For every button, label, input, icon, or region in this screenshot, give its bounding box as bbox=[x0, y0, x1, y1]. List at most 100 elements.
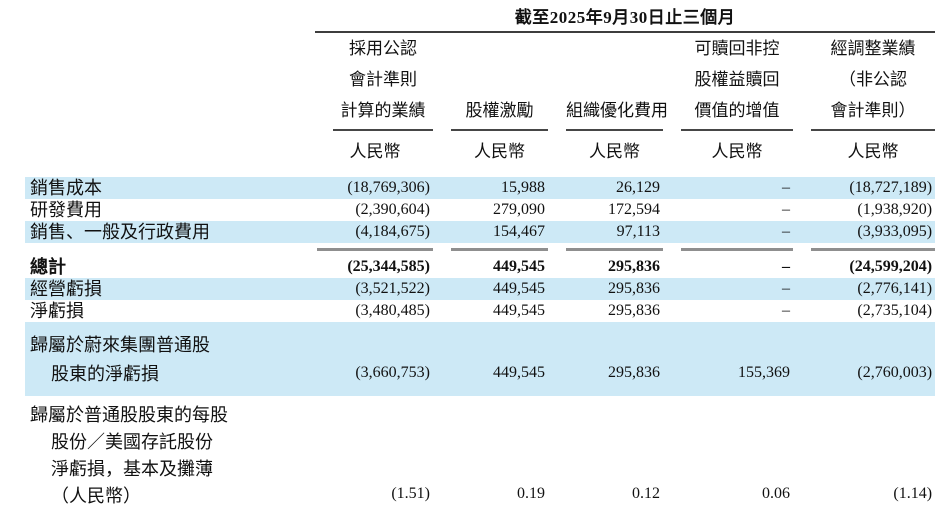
row-label: 經營虧損 bbox=[25, 278, 315, 300]
col-header-line: 採用公認 bbox=[349, 39, 417, 58]
currency-row: 人民幣 人民幣 人民幣 人民幣 人民幣 bbox=[25, 131, 935, 163]
value-cell: (1,938,920) bbox=[857, 201, 933, 218]
table-row-cost-of-sales: 銷售成本 (18,769,306) 15,988 26,129 – (18,72… bbox=[25, 177, 936, 199]
value-cell: – bbox=[782, 201, 790, 218]
period-title-row: 截至2025年9月30日止三個月 bbox=[25, 0, 936, 33]
col-header-line: 會計準則） bbox=[830, 101, 916, 120]
table-row-total: 總計 (25,344,585) 449,545 295,836 – (24,59… bbox=[25, 256, 935, 278]
table-row-operating-loss: 經營虧損 (3,521,522) 449,545 295,836 – (2,77… bbox=[25, 278, 936, 300]
spacer-cell bbox=[25, 131, 315, 163]
separator-line bbox=[315, 243, 433, 256]
row-label-line: 淨虧損，基本及攤薄 bbox=[51, 459, 213, 479]
value-cell: (3,521,522) bbox=[315, 278, 433, 300]
table-row-sga-expenses: 銷售、一般及行政費用 (4,184,675) 154,467 97,113 – … bbox=[25, 221, 936, 243]
col-header-line: 經調整業績 bbox=[830, 39, 916, 58]
table-row-attributable-net-loss: 歸屬於蔚來集團普通股 股東的淨虧損 (3,660,753) 449,545 29… bbox=[25, 322, 936, 396]
row-label: 總計 bbox=[30, 257, 66, 277]
col-header-line: 股權益贖回 bbox=[694, 70, 780, 89]
value-cell: 0.12 bbox=[632, 485, 660, 502]
value-cell: – bbox=[782, 258, 790, 275]
value-cell: (1.51) bbox=[391, 485, 430, 502]
separator-line bbox=[548, 243, 663, 256]
table-row-net-loss: 淨虧損 (3,480,485) 449,545 295,836 – (2,735… bbox=[25, 300, 935, 322]
value-cell: (3,480,485) bbox=[355, 302, 430, 319]
value-cell: 26,129 bbox=[548, 177, 663, 199]
row-label: 歸屬於普通股股東的每股 股份／美國存託股份 淨虧損，基本及攤薄 （人民幣） bbox=[25, 396, 315, 514]
row-label: 淨虧損 bbox=[30, 301, 84, 321]
row-label-line: 股份／美國存託股份 bbox=[51, 432, 213, 452]
value-cell: 295,836 bbox=[608, 302, 660, 319]
currency-label: 人民幣 bbox=[349, 141, 401, 161]
period-title: 截至2025年9月30日止三個月 bbox=[315, 0, 936, 33]
col-header-line: 會計準則 bbox=[349, 70, 417, 89]
value-cell: – bbox=[663, 221, 793, 243]
value-cell: 97,113 bbox=[548, 221, 663, 243]
row-label: 歸屬於蔚來集團普通股 股東的淨虧損 bbox=[25, 322, 315, 396]
col-header-line: 可贖回非控 bbox=[694, 39, 780, 58]
value-cell: (18,769,306) bbox=[315, 177, 433, 199]
value-cell: – bbox=[663, 177, 793, 199]
currency-label: 人民幣 bbox=[474, 141, 525, 161]
value-cell: – bbox=[663, 278, 793, 300]
row-label-line: 歸屬於蔚來集團普通股 bbox=[30, 335, 210, 355]
separator-line bbox=[433, 243, 548, 256]
separator-row bbox=[25, 243, 936, 256]
row-label: 銷售成本 bbox=[25, 177, 315, 199]
value-cell: (25,344,585) bbox=[347, 258, 430, 275]
value-cell: (3,933,095) bbox=[793, 221, 936, 243]
value-cell: (2,390,604) bbox=[355, 201, 430, 218]
value-cell: 295,836 bbox=[548, 322, 663, 396]
table-row-net-loss-per-share: 歸屬於普通股股東的每股 股份／美國存託股份 淨虧損，基本及攤薄 （人民幣） (1… bbox=[25, 396, 935, 514]
col-header-line: 價值的增值 bbox=[694, 101, 780, 120]
value-cell: (18,727,189) bbox=[793, 177, 936, 199]
spacer-row bbox=[25, 163, 935, 177]
value-cell: (2,760,003) bbox=[793, 322, 936, 396]
col-header-line: 組織優化費用 bbox=[566, 101, 668, 120]
row-label-line: 股東的淨虧損 bbox=[51, 364, 159, 384]
value-cell: 0.19 bbox=[517, 485, 545, 502]
col-header-gaap-results: 採用公認 會計準則 計算的業績 bbox=[315, 32, 433, 131]
value-cell: (1.14) bbox=[893, 485, 933, 502]
row-label-line: 歸屬於普通股股東的每股 bbox=[30, 405, 228, 425]
value-cell: 449,545 bbox=[433, 322, 548, 396]
currency-label: 人民幣 bbox=[711, 141, 763, 161]
value-cell: – bbox=[782, 302, 790, 319]
table-row-rd-expenses: 研發費用 (2,390,604) 279,090 172,594 – (1,93… bbox=[25, 199, 935, 221]
value-cell: 279,090 bbox=[493, 201, 545, 218]
value-cell: (24,599,204) bbox=[849, 258, 933, 275]
value-cell: 295,836 bbox=[548, 278, 663, 300]
col-header-share-based-comp: 股權激勵 bbox=[433, 32, 548, 131]
row-label-line: （人民幣） bbox=[51, 486, 141, 506]
value-cell: (4,184,675) bbox=[315, 221, 433, 243]
value-cell: 155,369 bbox=[663, 322, 793, 396]
separator-line bbox=[793, 243, 936, 256]
col-header-line: 股權激勵 bbox=[465, 101, 534, 120]
row-label: 研發費用 bbox=[30, 200, 102, 220]
value-cell: 449,545 bbox=[493, 302, 545, 319]
col-header-org-optimization: 組織優化費用 bbox=[548, 32, 668, 131]
col-header-redeemable-nci-accretion: 可贖回非控 股權益贖回 價值的增值 bbox=[663, 32, 793, 131]
currency-label: 人民幣 bbox=[589, 141, 640, 161]
col-header-line: 計算的業績 bbox=[340, 101, 426, 120]
value-cell: 295,836 bbox=[608, 258, 660, 275]
value-cell: 15,988 bbox=[433, 177, 548, 199]
col-header-adjusted-non-gaap: 經調整業績 （非公認 會計準則） bbox=[793, 32, 936, 131]
non-gaap-reconciliation-table: 截至2025年9月30日止三個月 採用公認 會計準則 計算的業績 股權激勵 組織… bbox=[25, 0, 936, 514]
value-cell: 154,467 bbox=[433, 221, 548, 243]
value-cell: 449,545 bbox=[433, 278, 548, 300]
value-cell: 449,545 bbox=[493, 258, 545, 275]
column-header-row: 採用公認 會計準則 計算的業績 股權激勵 組織優化費用 可贖回非控 股權益贖回 bbox=[25, 32, 936, 131]
value-cell: (2,735,104) bbox=[857, 302, 933, 319]
row-label: 銷售、一般及行政費用 bbox=[25, 221, 315, 243]
spacer-cell bbox=[25, 32, 315, 131]
currency-label: 人民幣 bbox=[847, 141, 899, 161]
col-header-line: （非公認 bbox=[839, 70, 908, 89]
spacer-cell bbox=[25, 0, 315, 32]
value-cell: (3,660,753) bbox=[315, 322, 433, 396]
value-cell: 0.06 bbox=[762, 485, 790, 502]
separator-line bbox=[663, 243, 793, 256]
spacer-cell bbox=[25, 243, 315, 256]
value-cell: 172,594 bbox=[608, 201, 660, 218]
value-cell: (2,776,141) bbox=[793, 278, 936, 300]
